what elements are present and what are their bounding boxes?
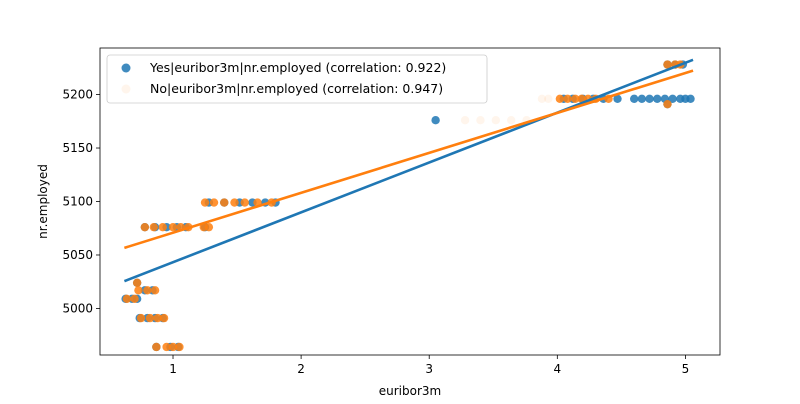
point-no — [663, 60, 672, 69]
point-no — [537, 94, 547, 104]
point-no — [204, 222, 214, 232]
x-tick-label: 1 — [169, 362, 177, 376]
point-no — [122, 294, 132, 304]
fit-layer — [123, 58, 694, 283]
point-no — [152, 342, 161, 352]
point-no — [140, 222, 150, 232]
point-no — [240, 198, 249, 207]
x-tick-label: 5 — [682, 362, 690, 376]
y-axis: 5000 5050 5100 5150 5200 — [62, 88, 100, 315]
legend-marker-yes — [121, 63, 131, 73]
legend-box — [106, 54, 488, 104]
legend-label-yes: Yes|euribor3m|nr.employed (correlation: … — [149, 60, 446, 75]
point-no — [460, 116, 470, 125]
point-no — [168, 342, 178, 352]
fit-line-yes — [123, 58, 694, 283]
point-no — [168, 222, 178, 232]
point-no — [577, 94, 586, 104]
point-yes — [668, 94, 677, 104]
point-yes — [653, 94, 662, 104]
point-yes — [431, 116, 440, 125]
point-no — [663, 99, 672, 109]
point-no — [555, 94, 565, 104]
point-no — [132, 278, 142, 287]
y-tick-label: 5000 — [62, 301, 93, 315]
point-no — [153, 313, 162, 323]
y-tick-label: 5050 — [62, 248, 93, 262]
point-no — [476, 116, 485, 125]
point-no — [230, 198, 239, 207]
point-no — [506, 116, 516, 125]
y-axis-label: nr.employed — [36, 164, 50, 239]
point-no — [209, 198, 219, 207]
legend: Yes|euribor3m|nr.employed (correlation: … — [106, 54, 488, 104]
point-no — [149, 222, 159, 232]
point-no — [159, 313, 169, 323]
point-no — [145, 313, 155, 323]
point-no — [158, 222, 167, 232]
point-yes — [613, 94, 622, 104]
point-no — [220, 198, 229, 207]
legend-label-no: No|euribor3m|nr.employed (correlation: 0… — [150, 81, 443, 96]
point-yes — [686, 94, 695, 104]
x-tick-label: 4 — [553, 362, 561, 376]
x-axis: 1 2 3 4 5 — [169, 355, 689, 376]
legend-marker-no — [121, 84, 131, 94]
point-no — [571, 94, 580, 104]
x-tick-label: 2 — [297, 362, 305, 376]
point-no — [200, 198, 210, 207]
y-tick-label: 5150 — [62, 141, 93, 155]
point-no — [175, 342, 184, 352]
point-yes — [629, 94, 639, 104]
point-no — [162, 342, 171, 352]
point-no — [563, 94, 572, 104]
point-no — [130, 294, 139, 304]
y-tick-label: 5200 — [62, 88, 93, 102]
point-yes — [645, 94, 654, 104]
point-no — [150, 286, 160, 295]
x-axis-label: euribor3m — [379, 384, 441, 398]
point-no — [136, 313, 146, 323]
point-no — [544, 94, 553, 104]
point-no — [143, 286, 152, 295]
fit-line-no — [123, 69, 694, 250]
y-tick-label: 5100 — [62, 195, 93, 209]
point-yes — [637, 94, 647, 104]
point-no — [134, 286, 143, 295]
point-no — [491, 116, 501, 125]
x-tick-label: 3 — [425, 362, 433, 376]
